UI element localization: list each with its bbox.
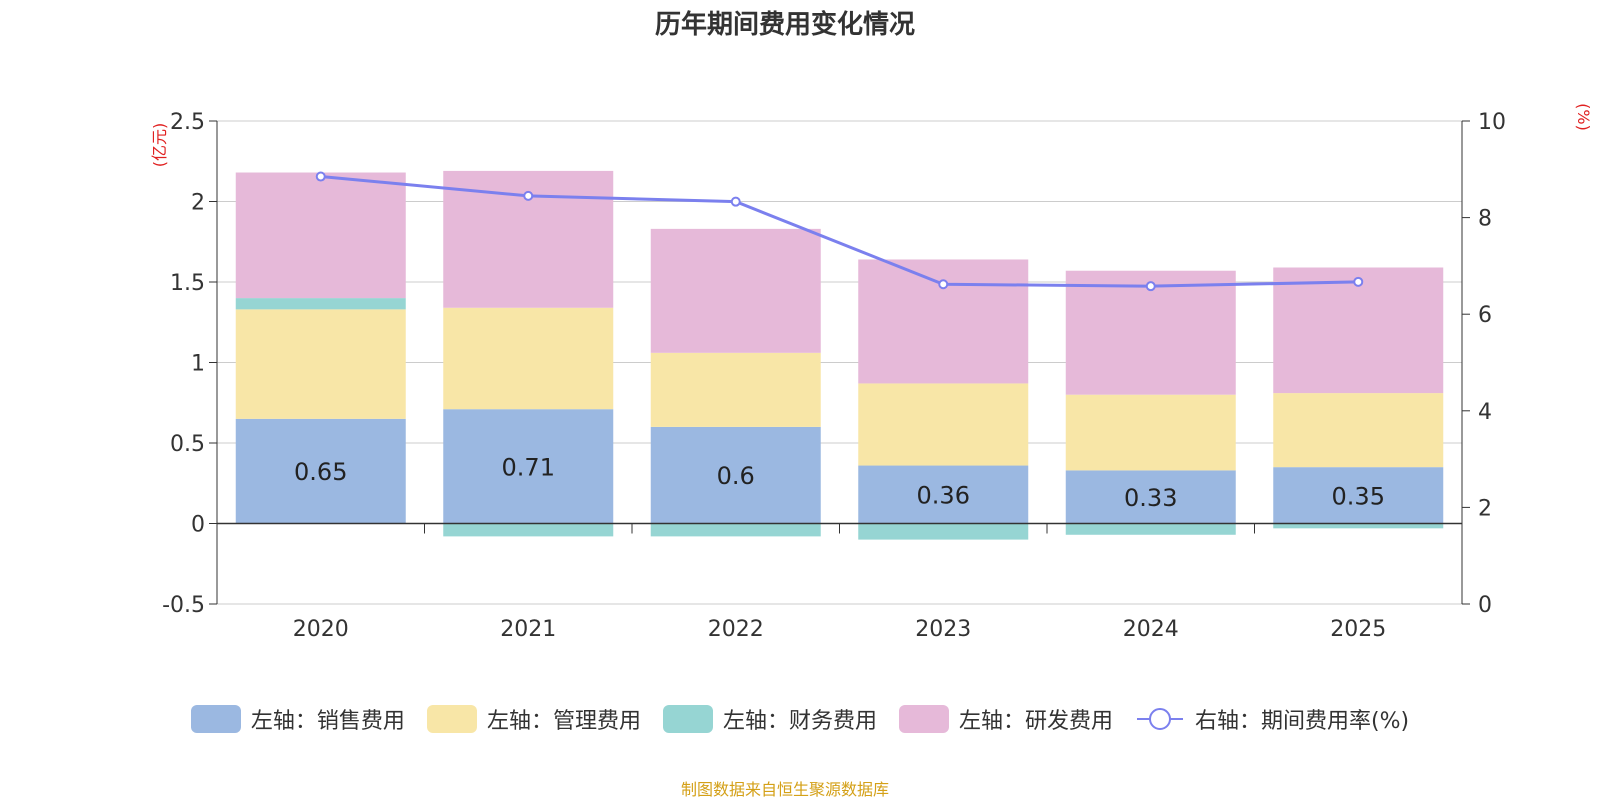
left-axis-tick-label: 2 xyxy=(191,191,205,216)
legend-line-icon xyxy=(1136,708,1183,730)
legend-label: 左轴：研发费用 xyxy=(958,709,1113,734)
rate-point-2021 xyxy=(523,190,534,201)
data-label-sales: 0.33 xyxy=(1124,484,1177,512)
rate-point-2022 xyxy=(730,196,741,207)
bar-2024-左轴：管理费用 xyxy=(1065,394,1236,471)
data-label-sales: 0.35 xyxy=(1332,482,1385,510)
bar-2025-左轴：财务费用 xyxy=(1273,523,1444,529)
bar-2023-左轴：销售费用 xyxy=(858,465,1029,524)
x-tick-label: 2025 xyxy=(1330,617,1386,642)
bar-2024-左轴：财务费用 xyxy=(1065,523,1236,535)
right-axis-tick-label: 0 xyxy=(1478,593,1492,618)
left-axis-tick-label: 0.5 xyxy=(170,432,205,457)
legend-swatch xyxy=(662,705,713,733)
bar-2020-左轴：管理费用 xyxy=(235,309,406,419)
right-axis-label: (%) xyxy=(1574,103,1593,131)
bar-2024-左轴：销售费用 xyxy=(1065,470,1236,524)
legend-item[interactable]: 左轴：研发费用 xyxy=(898,703,1113,735)
legend-label: 左轴：销售费用 xyxy=(250,709,405,734)
bar-2022-左轴：管理费用 xyxy=(650,352,821,427)
bar-2022-左轴：财务费用 xyxy=(650,523,821,537)
legend-item[interactable]: 左轴：财务费用 xyxy=(662,703,877,735)
legend-item[interactable]: 左轴：管理费用 xyxy=(426,703,641,735)
data-label-sales: 0.36 xyxy=(917,482,970,510)
bar-2021-左轴：财务费用 xyxy=(443,523,614,537)
bar-2020-左轴：研发费用 xyxy=(235,172,406,299)
data-label-sales: 0.71 xyxy=(502,453,555,481)
bar-2023-左轴：研发费用 xyxy=(858,259,1029,384)
left-axis-tick-label: -0.5 xyxy=(162,593,205,618)
right-axis-tick-label: 10 xyxy=(1478,110,1506,135)
data-label-sales: 0.6 xyxy=(717,462,755,490)
right-axis-tick-label: 8 xyxy=(1478,207,1492,232)
source-note: 制图数据来自恒生聚源数据库 xyxy=(680,780,889,799)
legend: 左轴：销售费用 左轴：管理费用 左轴：财务费用 左轴：研发费用 右轴：期间费用率(%) xyxy=(0,703,1600,735)
legend-item[interactable]: 右轴：期间费用率(%) xyxy=(1135,703,1409,735)
legend-item[interactable]: 左轴：销售费用 xyxy=(190,703,405,735)
right-axis-tick-label: 6 xyxy=(1478,303,1492,328)
left-axis-tick-label: 2.5 xyxy=(170,110,205,135)
legend-label: 左轴：财务费用 xyxy=(722,709,877,734)
bar-2021-左轴：管理费用 xyxy=(443,307,614,410)
x-tick-label: 2022 xyxy=(708,617,764,642)
right-axis-tick-label: 2 xyxy=(1478,496,1492,521)
bar-2022-左轴：销售费用 xyxy=(650,426,821,524)
right-axis-tick-label: 4 xyxy=(1478,400,1492,425)
legend-label: 左轴：管理费用 xyxy=(486,709,641,734)
bar-2025-左轴：销售费用 xyxy=(1273,467,1444,524)
x-tick-label: 2021 xyxy=(500,617,556,642)
chart-title: 历年期间费用变化情况 xyxy=(654,10,915,40)
legend-label: 右轴：期间费用率(%) xyxy=(1194,709,1410,734)
legend-swatch xyxy=(898,705,949,733)
bar-2025-左轴：管理费用 xyxy=(1273,393,1444,468)
bar-2022-左轴：研发费用 xyxy=(650,228,821,353)
bar-2023-左轴：财务费用 xyxy=(858,523,1029,540)
bar-2020-左轴：销售费用 xyxy=(235,418,406,524)
rate-point-2024 xyxy=(1145,281,1156,292)
left-axis-label: (亿元) xyxy=(150,123,169,168)
rate-line xyxy=(320,175,1359,288)
data-label-sales: 0.65 xyxy=(294,458,347,486)
bar-2024-左轴：研发费用 xyxy=(1065,270,1236,395)
x-tick-label: 2023 xyxy=(915,617,971,642)
legend-swatch xyxy=(426,705,477,733)
bar-2025-左轴：研发费用 xyxy=(1273,267,1444,394)
rate-point-2025 xyxy=(1353,276,1364,287)
x-tick-label: 2024 xyxy=(1123,617,1179,642)
left-axis-tick-label: 1.5 xyxy=(170,271,205,296)
left-axis-tick-label: 0 xyxy=(191,513,205,538)
bar-2021-左轴：销售费用 xyxy=(443,409,614,524)
rate-point-2023 xyxy=(938,279,949,290)
bar-2023-左轴：管理费用 xyxy=(858,383,1029,466)
legend-swatch xyxy=(190,705,241,733)
left-axis-tick-label: 1 xyxy=(191,352,205,377)
rate-point-2020 xyxy=(315,171,326,182)
x-tick-label: 2020 xyxy=(293,617,349,642)
bar-2020-左轴：财务费用 xyxy=(235,298,406,310)
